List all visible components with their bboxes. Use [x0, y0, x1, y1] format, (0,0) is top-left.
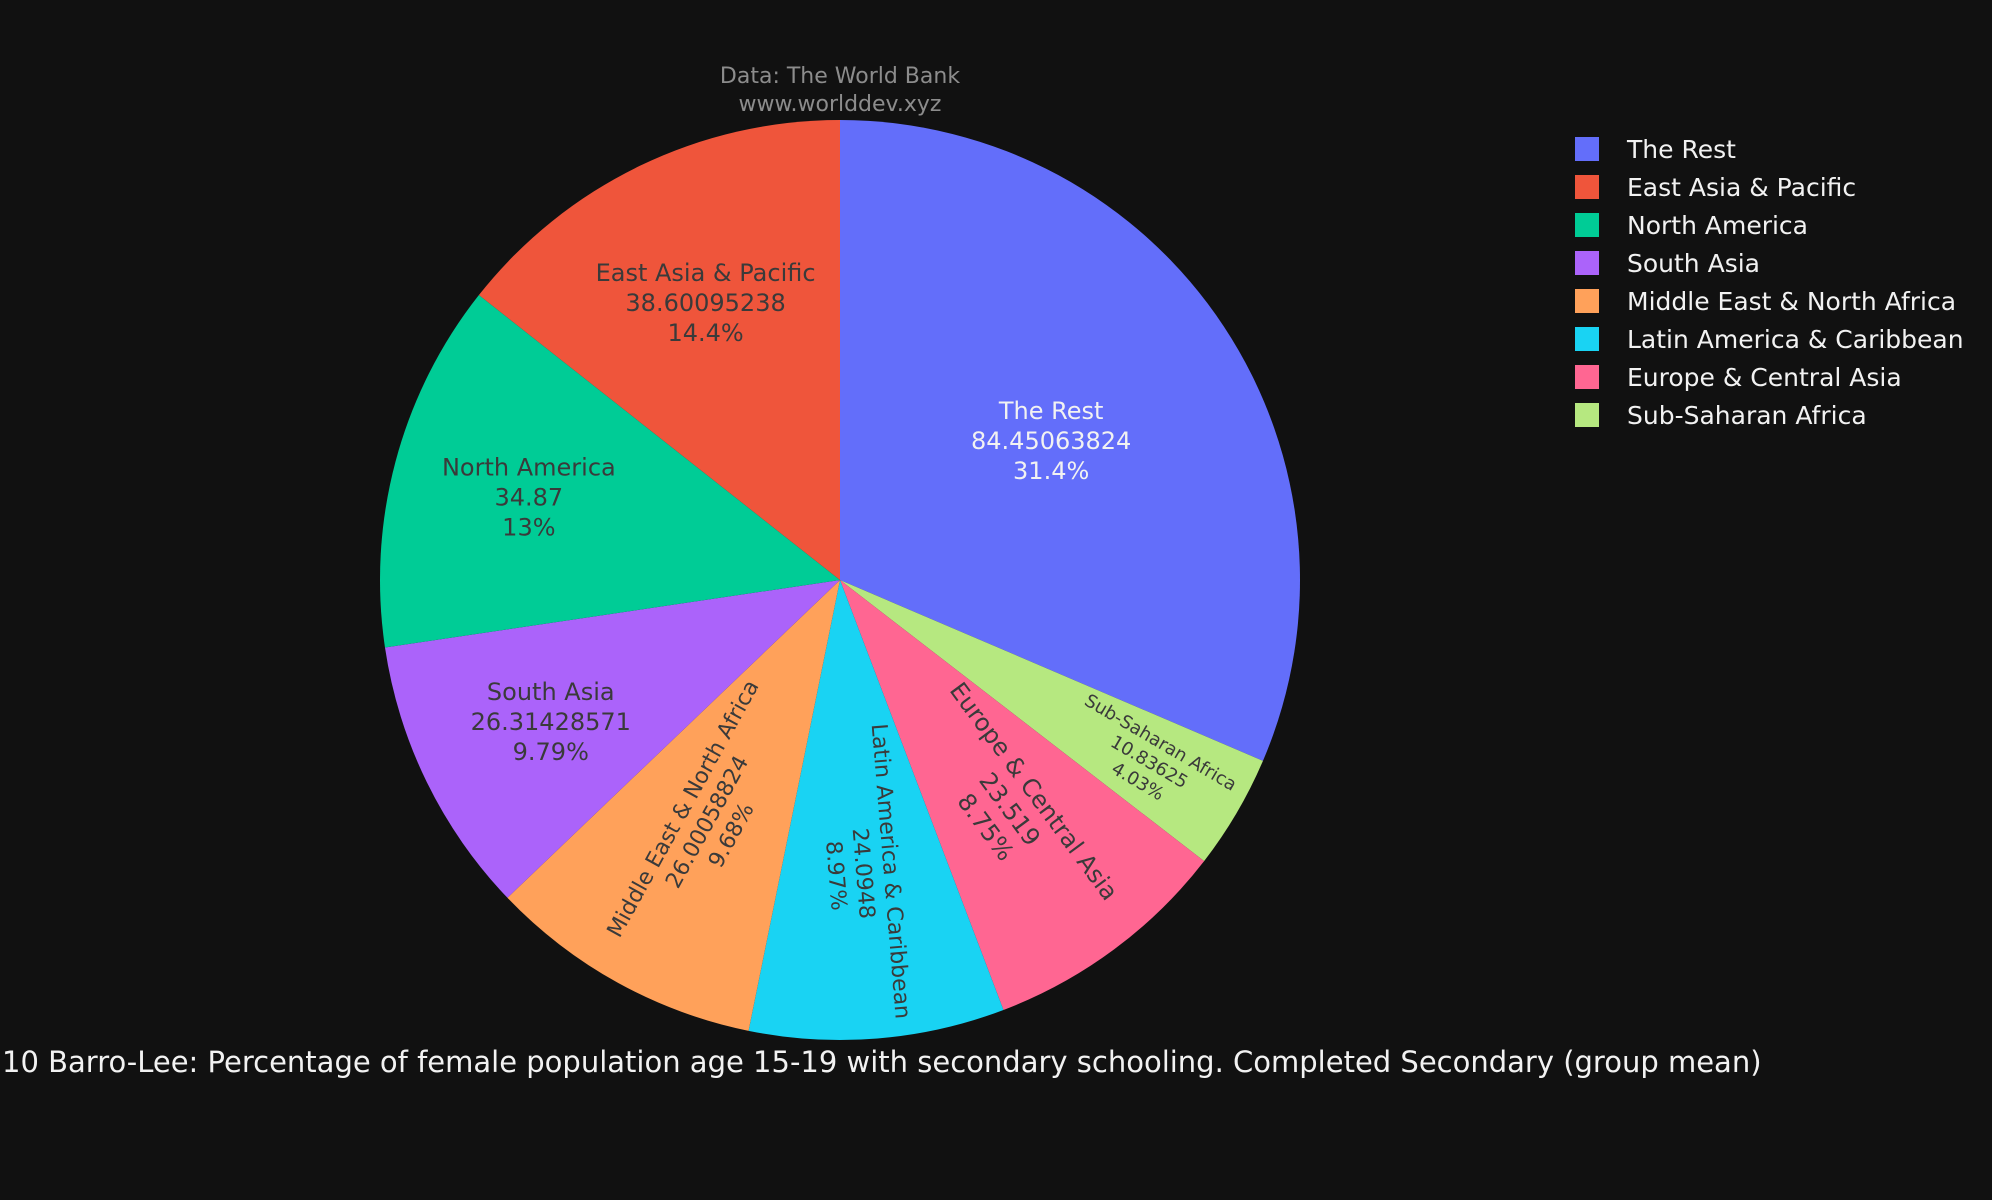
legend-label: Sub-Saharan Africa	[1627, 401, 1867, 430]
legend-swatch	[1575, 251, 1599, 275]
pie-slice-south-asia[interactable]	[384, 580, 840, 898]
slice-label-north-america: North America 34.87 13%	[442, 453, 616, 541]
legend-swatch	[1575, 213, 1599, 237]
legend-label: Latin America & Caribbean	[1627, 325, 1964, 354]
pie-slice-middle-east-and-north-africa[interactable]	[507, 580, 840, 1031]
legend-item-south-asia[interactable]: South Asia	[1575, 249, 1760, 278]
legend-swatch	[1575, 175, 1599, 199]
legend-item-europe-and-central-asia[interactable]: Europe & Central Asia	[1575, 363, 1902, 392]
source-annotation-line-1: Data: The World Bank	[720, 64, 960, 89]
source-annotation-line-2: www.worlddev.xyz	[739, 92, 942, 117]
legend-label: East Asia & Pacific	[1627, 173, 1856, 202]
slice-label-south-asia: South Asia 26.31428571 9.79%	[471, 678, 631, 766]
legend-item-east-asia-and-pacific[interactable]: East Asia & Pacific	[1575, 173, 1856, 202]
pie-slice-europe-and-central-asia[interactable]	[840, 580, 1205, 1010]
pie-slice-east-asia-and-pacific[interactable]	[478, 119, 840, 580]
legend-swatch	[1575, 289, 1599, 313]
pie-slice-the-rest[interactable]	[840, 120, 1300, 761]
legend-item-middle-east-and-north-africa[interactable]: Middle East & North Africa	[1575, 287, 1956, 316]
legend-label: North America	[1627, 211, 1808, 240]
legend-label: The Rest	[1626, 135, 1736, 164]
chart-title: 10 Barro-Lee: Percentage of female popul…	[2, 1045, 1762, 1079]
pie-slice-north-america[interactable]	[379, 295, 840, 648]
pie-slices	[379, 119, 1300, 1040]
legend-item-north-america[interactable]: North America	[1575, 211, 1808, 240]
slice-label-east-asia-and-pacific: East Asia & Pacific 38.60095238 14.4%	[596, 259, 816, 347]
slice-label-the-rest: The Rest 84.45063824 31.4%	[971, 397, 1131, 485]
legend-swatch	[1575, 137, 1599, 161]
legend-label: Middle East & North Africa	[1627, 287, 1956, 316]
legend-item-sub-saharan-africa[interactable]: Sub-Saharan Africa	[1575, 401, 1867, 430]
legend-label: South Asia	[1627, 249, 1760, 278]
legend-item-latin-america-and-caribbean[interactable]: Latin America & Caribbean	[1575, 325, 1964, 354]
legend: The Rest East Asia & Pacific North America…	[1575, 135, 1964, 430]
legend-swatch	[1575, 403, 1599, 427]
legend-label: Europe & Central Asia	[1627, 363, 1902, 392]
pie-slice-latin-america-and-caribbean[interactable]	[748, 580, 1004, 1040]
legend-swatch	[1575, 365, 1599, 389]
pie-slice-sub-saharan-africa[interactable]	[840, 580, 1263, 862]
legend-item-the-rest[interactable]: The Rest	[1575, 135, 1736, 164]
legend-swatch	[1575, 327, 1599, 351]
